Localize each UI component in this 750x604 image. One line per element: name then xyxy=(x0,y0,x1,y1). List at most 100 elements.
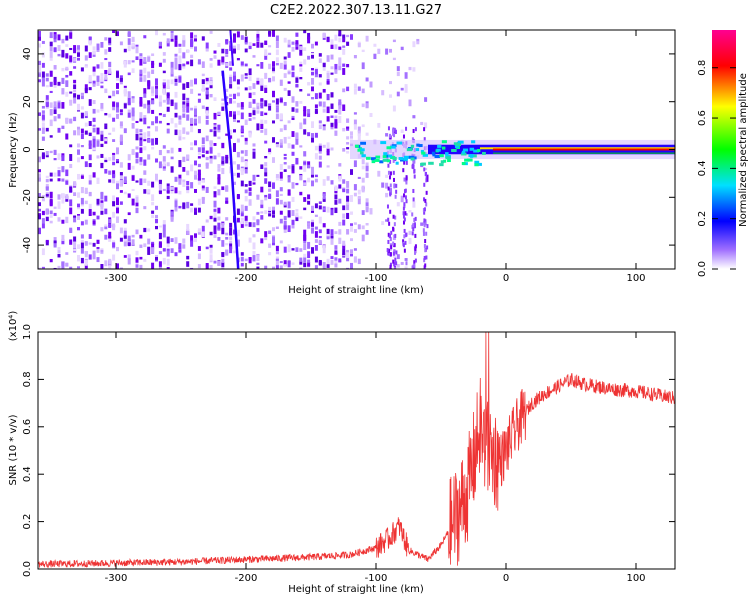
spectrogram-cell xyxy=(194,170,197,176)
spectrogram-cell xyxy=(80,156,84,160)
spectrogram-cell xyxy=(402,243,405,248)
spectrogram-cell xyxy=(330,103,334,109)
spectrogram-cell xyxy=(365,198,369,203)
spectrogram-cell xyxy=(275,41,279,49)
spectrogram-cell xyxy=(389,48,392,53)
spectrogram-cell xyxy=(88,87,92,91)
spectrogram-cell xyxy=(108,258,112,265)
spectrogram-cell xyxy=(346,147,350,150)
spectrogram-cell xyxy=(155,88,158,96)
spectrogram-cell xyxy=(186,82,190,89)
spectrogram-cell xyxy=(45,150,49,156)
spectrogram-cell xyxy=(236,164,240,170)
spectrogram-cell xyxy=(248,257,252,264)
spectrogram-cell xyxy=(256,254,260,261)
spectrogram-cell xyxy=(424,198,427,203)
spectrogram-cell xyxy=(170,79,174,85)
spectrogram-cell xyxy=(314,69,318,75)
spectrogram-cell xyxy=(45,127,49,132)
spectrogram-cell xyxy=(311,52,314,55)
spectrogram-cell xyxy=(131,110,135,117)
spectrogram-cell xyxy=(346,181,350,188)
spectrogram-cell xyxy=(342,127,346,132)
spectrogram-cell xyxy=(53,116,57,122)
spectrogram-cell xyxy=(131,97,135,103)
spectrogram-cell xyxy=(236,86,240,90)
spectrogram-cell xyxy=(209,80,213,86)
spectrogram-cell xyxy=(392,170,395,175)
spectrogram-cell xyxy=(275,226,279,229)
spectrogram-cell xyxy=(186,154,190,159)
spectrogram-cell xyxy=(116,206,119,209)
spectrogram-cell xyxy=(244,137,248,142)
spectrogram-cell xyxy=(283,87,287,91)
spectrogram-cell xyxy=(69,207,73,215)
spectrogram-cell xyxy=(225,232,229,236)
spectrogram-cell xyxy=(393,222,396,227)
spectrogram-cell xyxy=(314,174,318,178)
spectrogram-cell xyxy=(158,225,162,228)
spectrogram-cell xyxy=(135,133,139,141)
spectrogram-cell xyxy=(41,122,45,128)
spectrogram-cell xyxy=(425,190,428,195)
spectrogram-cell xyxy=(338,99,342,106)
spectrogram-cell xyxy=(119,134,123,142)
spectrogram-cell xyxy=(209,155,213,160)
spectrogram-cell xyxy=(229,45,233,51)
spectrogram-cell xyxy=(334,231,338,235)
spectrogram-cell xyxy=(322,88,326,93)
spectrogram-cell xyxy=(307,259,311,263)
spectrogram-cell xyxy=(197,98,201,103)
spectrogram-cell xyxy=(201,82,205,88)
spectrogram-cell xyxy=(240,134,244,138)
spectrogram-cell xyxy=(80,204,84,207)
spectrogram-cell xyxy=(139,160,143,166)
spectrogram-cell xyxy=(248,101,252,109)
spectrogram-cell xyxy=(434,154,440,158)
spectrogram-cell xyxy=(108,170,112,175)
spectrogram-cell xyxy=(151,247,155,254)
spectrogram-cell xyxy=(162,220,166,227)
spectrogram-cell xyxy=(342,148,346,152)
spectrogram-cell xyxy=(233,111,236,115)
spectrogram-cell xyxy=(392,105,396,112)
spectrogram-cell xyxy=(287,261,291,268)
spectrogram-cell xyxy=(92,108,96,114)
spectrogram-cell xyxy=(260,42,264,48)
spectrogram-cell xyxy=(379,160,384,164)
spectrogram-cell xyxy=(311,56,314,59)
spectrogram-cell xyxy=(365,222,369,226)
spectrogram-cell xyxy=(326,261,330,265)
spectrogram-cell xyxy=(436,148,441,152)
spectrogram-cell xyxy=(61,178,65,182)
spectrogram-cell xyxy=(174,237,178,244)
spectrogram-cell xyxy=(162,70,166,74)
spectrogram-cell xyxy=(73,192,77,197)
spectrogram-cell xyxy=(314,153,318,160)
spectrogram-cell xyxy=(131,36,135,42)
spectrogram-cell xyxy=(178,190,182,195)
spectrogram-cell xyxy=(112,101,116,107)
spectrogram-cell xyxy=(268,209,272,213)
spectrogram-cell xyxy=(135,128,139,134)
spectrogram-cell xyxy=(381,221,385,226)
spectrogram-cell xyxy=(260,238,264,244)
spectrogram-cell xyxy=(314,226,318,230)
spectrogram-cell xyxy=(197,173,201,181)
spectrogram-cell xyxy=(252,222,256,228)
spectrogram-cell xyxy=(147,180,151,186)
spectrogram-cell xyxy=(330,72,334,75)
spectrogram-cell xyxy=(279,98,283,103)
spectrogram-cell xyxy=(61,102,65,109)
spectrogram-cell xyxy=(229,61,233,66)
y-tick-label: -40 xyxy=(22,237,33,253)
spectrogram-cell xyxy=(45,99,49,105)
spectrogram-cell xyxy=(217,164,221,169)
spectrogram-cell xyxy=(77,50,80,57)
spectrogram-cell xyxy=(291,224,295,229)
spectrogram-cell xyxy=(45,216,49,222)
spectrogram-cell xyxy=(213,55,217,59)
spectrogram-cell xyxy=(412,227,415,232)
spectrogram-cell xyxy=(425,231,428,236)
spectrogram-cell xyxy=(49,57,53,61)
